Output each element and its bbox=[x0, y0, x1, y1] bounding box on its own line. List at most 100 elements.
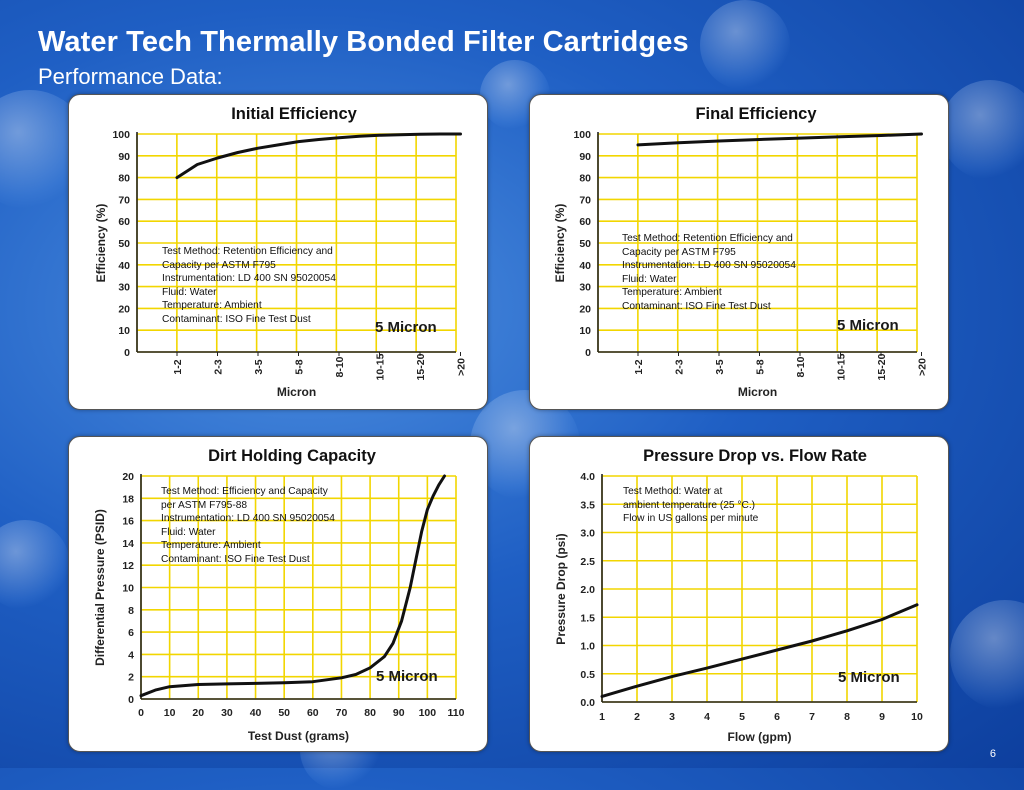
y-tick-label: 20 bbox=[122, 471, 134, 483]
y-tick-label: 0.0 bbox=[580, 697, 595, 709]
series-label: 5 Micron bbox=[837, 317, 899, 334]
chart-title: Pressure Drop vs. Flow Rate bbox=[643, 447, 867, 465]
initial-efficiency-panel: Initial Efficiency 0 10 20 30 40 50 60 70 80 90 100… bbox=[68, 94, 488, 410]
y-tick-label: 90 bbox=[118, 151, 130, 163]
y-axis-label: Efficiency (%) bbox=[553, 204, 567, 283]
series-line-5-micron bbox=[600, 603, 919, 698]
y-tick-label: 4 bbox=[128, 649, 134, 661]
y-tick-label: 30 bbox=[118, 282, 130, 294]
y-tick-label: 70 bbox=[118, 194, 130, 206]
x-tick-label: 8 bbox=[844, 711, 850, 723]
series-line-5-micron bbox=[175, 132, 462, 180]
y-axis-label: Pressure Drop (psi) bbox=[554, 533, 568, 644]
y-tick-label: 100 bbox=[573, 129, 591, 141]
series-label: 5 Micron bbox=[376, 668, 438, 685]
x-tick-label: 0 bbox=[138, 707, 144, 719]
x-tick-label: 10 bbox=[164, 707, 176, 719]
x-tick-label: 40 bbox=[250, 707, 262, 719]
x-axis-label: Test Dust (grams) bbox=[248, 729, 349, 743]
series-label: 5 Micron bbox=[375, 319, 437, 336]
y-tick-label: 6 bbox=[128, 627, 134, 639]
y-tick-label: 8 bbox=[128, 605, 134, 617]
y-tick-label: 70 bbox=[579, 194, 591, 206]
x-tick-label: 10-15 bbox=[836, 353, 848, 380]
x-tick-label: 1-2 bbox=[633, 359, 645, 374]
x-axis-label: Micron bbox=[738, 385, 777, 399]
page-number: 6 bbox=[989, 748, 996, 760]
y-tick-label: 14 bbox=[122, 538, 134, 550]
x-tick-label: 4 bbox=[704, 711, 710, 723]
x-tick-label: 8-10 bbox=[334, 356, 346, 377]
y-tick-label: 60 bbox=[118, 216, 130, 228]
y-tick-label: 40 bbox=[579, 260, 591, 272]
series-line-5-micron bbox=[636, 132, 923, 147]
y-tick-label: 2 bbox=[128, 672, 134, 684]
y-tick-label: 80 bbox=[118, 173, 130, 185]
y-tick-label: 2.0 bbox=[580, 584, 595, 596]
y-axis-label: Differential Pressure (PSID) bbox=[93, 509, 107, 666]
x-tick-label: >20 bbox=[456, 358, 468, 376]
x-tick-label: 10 bbox=[911, 711, 923, 723]
x-tick-label: 10-15 bbox=[375, 353, 387, 380]
x-axis-label: Flow (gpm) bbox=[728, 730, 792, 744]
dirt-holding-capacity-panel: Dirt Holding Capacity 0 2 4 6 8 10 12 14 16 18 20 0 1… bbox=[68, 436, 488, 752]
x-tick-label: 5-8 bbox=[755, 359, 767, 374]
pressure-drop-panel: Pressure Drop vs. Flow Rate 0.0 0.5 1.0 1.5 2… bbox=[529, 436, 949, 752]
x-tick-label: 70 bbox=[336, 707, 348, 719]
y-tick-label: 2.5 bbox=[580, 556, 595, 568]
y-tick-label: 16 bbox=[122, 516, 134, 528]
x-tick-label: 60 bbox=[307, 707, 319, 719]
y-tick-label: 50 bbox=[579, 238, 591, 250]
pressure-drop-test-note: Test Method: Water at ambient temperatur… bbox=[623, 486, 759, 525]
final-efficiency-panel: Final Efficiency 0 10 20 30 40 50 60 70 80 90 100 1-… bbox=[529, 94, 949, 410]
x-tick-label: 8-10 bbox=[795, 356, 807, 377]
y-tick-label: 0 bbox=[128, 694, 134, 706]
dirt-holding-test-note: Test Method: Efficiency and Capacity per… bbox=[161, 486, 335, 565]
x-tick-label: 30 bbox=[221, 707, 233, 719]
x-tick-label: 5 bbox=[739, 711, 745, 723]
x-tick-label: 7 bbox=[809, 711, 815, 723]
x-tick-label: 6 bbox=[774, 711, 780, 723]
y-tick-label: 100 bbox=[112, 129, 130, 141]
final-efficiency-test-note: Test Method: Retention Efficiency and Ca… bbox=[622, 233, 796, 312]
x-tick-label: 50 bbox=[278, 707, 290, 719]
series-line-5-micron bbox=[139, 474, 446, 698]
x-tick-label: 15-20 bbox=[415, 353, 427, 380]
y-tick-label: 80 bbox=[579, 173, 591, 185]
y-tick-label: 50 bbox=[118, 238, 130, 250]
series-label: 5 Micron bbox=[838, 669, 900, 686]
chart-title: Final Efficiency bbox=[695, 105, 817, 123]
x-tick-label: 20 bbox=[192, 707, 204, 719]
y-axis-label: Efficiency (%) bbox=[94, 204, 108, 283]
y-tick-label: 4.0 bbox=[580, 471, 595, 483]
slide-title: Water Tech Thermally Bonded Filter Cartr… bbox=[38, 26, 689, 58]
x-tick-label: 3-5 bbox=[253, 359, 265, 374]
y-tick-label: 10 bbox=[118, 325, 130, 337]
final-efficiency-chart: Final Efficiency 0 10 20 30 40 50 60 70 80 90 100 1-… bbox=[553, 105, 929, 399]
x-tick-label: 1 bbox=[599, 711, 605, 723]
x-tick-label: 3 bbox=[669, 711, 675, 723]
y-tick-label: 0.5 bbox=[580, 669, 595, 681]
x-tick-label: 15-20 bbox=[876, 353, 888, 380]
x-tick-label: 90 bbox=[393, 707, 405, 719]
x-tick-label: 2 bbox=[634, 711, 640, 723]
pressure-drop-chart: Pressure Drop vs. Flow Rate 0.0 0.5 1.0 1.5 2… bbox=[554, 447, 923, 744]
y-tick-label: 1.5 bbox=[580, 612, 595, 624]
chart-title: Initial Efficiency bbox=[231, 105, 357, 123]
x-tick-label: 110 bbox=[448, 707, 465, 719]
chart-title: Dirt Holding Capacity bbox=[208, 447, 377, 465]
initial-efficiency-chart: Initial Efficiency 0 10 20 30 40 50 60 70 80 90 100… bbox=[94, 105, 468, 399]
y-tick-label: 40 bbox=[118, 260, 130, 272]
y-tick-label: 90 bbox=[579, 151, 591, 163]
y-tick-label: 30 bbox=[579, 282, 591, 294]
y-tick-label: 3.0 bbox=[580, 528, 595, 540]
y-tick-label: 0 bbox=[585, 347, 591, 359]
x-tick-label: 9 bbox=[879, 711, 885, 723]
y-tick-label: 18 bbox=[122, 493, 134, 505]
x-axis-label: Micron bbox=[277, 385, 316, 399]
y-tick-label: 1.0 bbox=[580, 641, 595, 653]
dirt-holding-capacity-chart: Dirt Holding Capacity 0 2 4 6 8 10 12 14 16 18 20 0 1… bbox=[93, 447, 465, 743]
x-tick-label: 2-3 bbox=[213, 359, 225, 374]
x-tick-label: 3-5 bbox=[714, 359, 726, 374]
y-tick-label: 20 bbox=[579, 303, 591, 315]
